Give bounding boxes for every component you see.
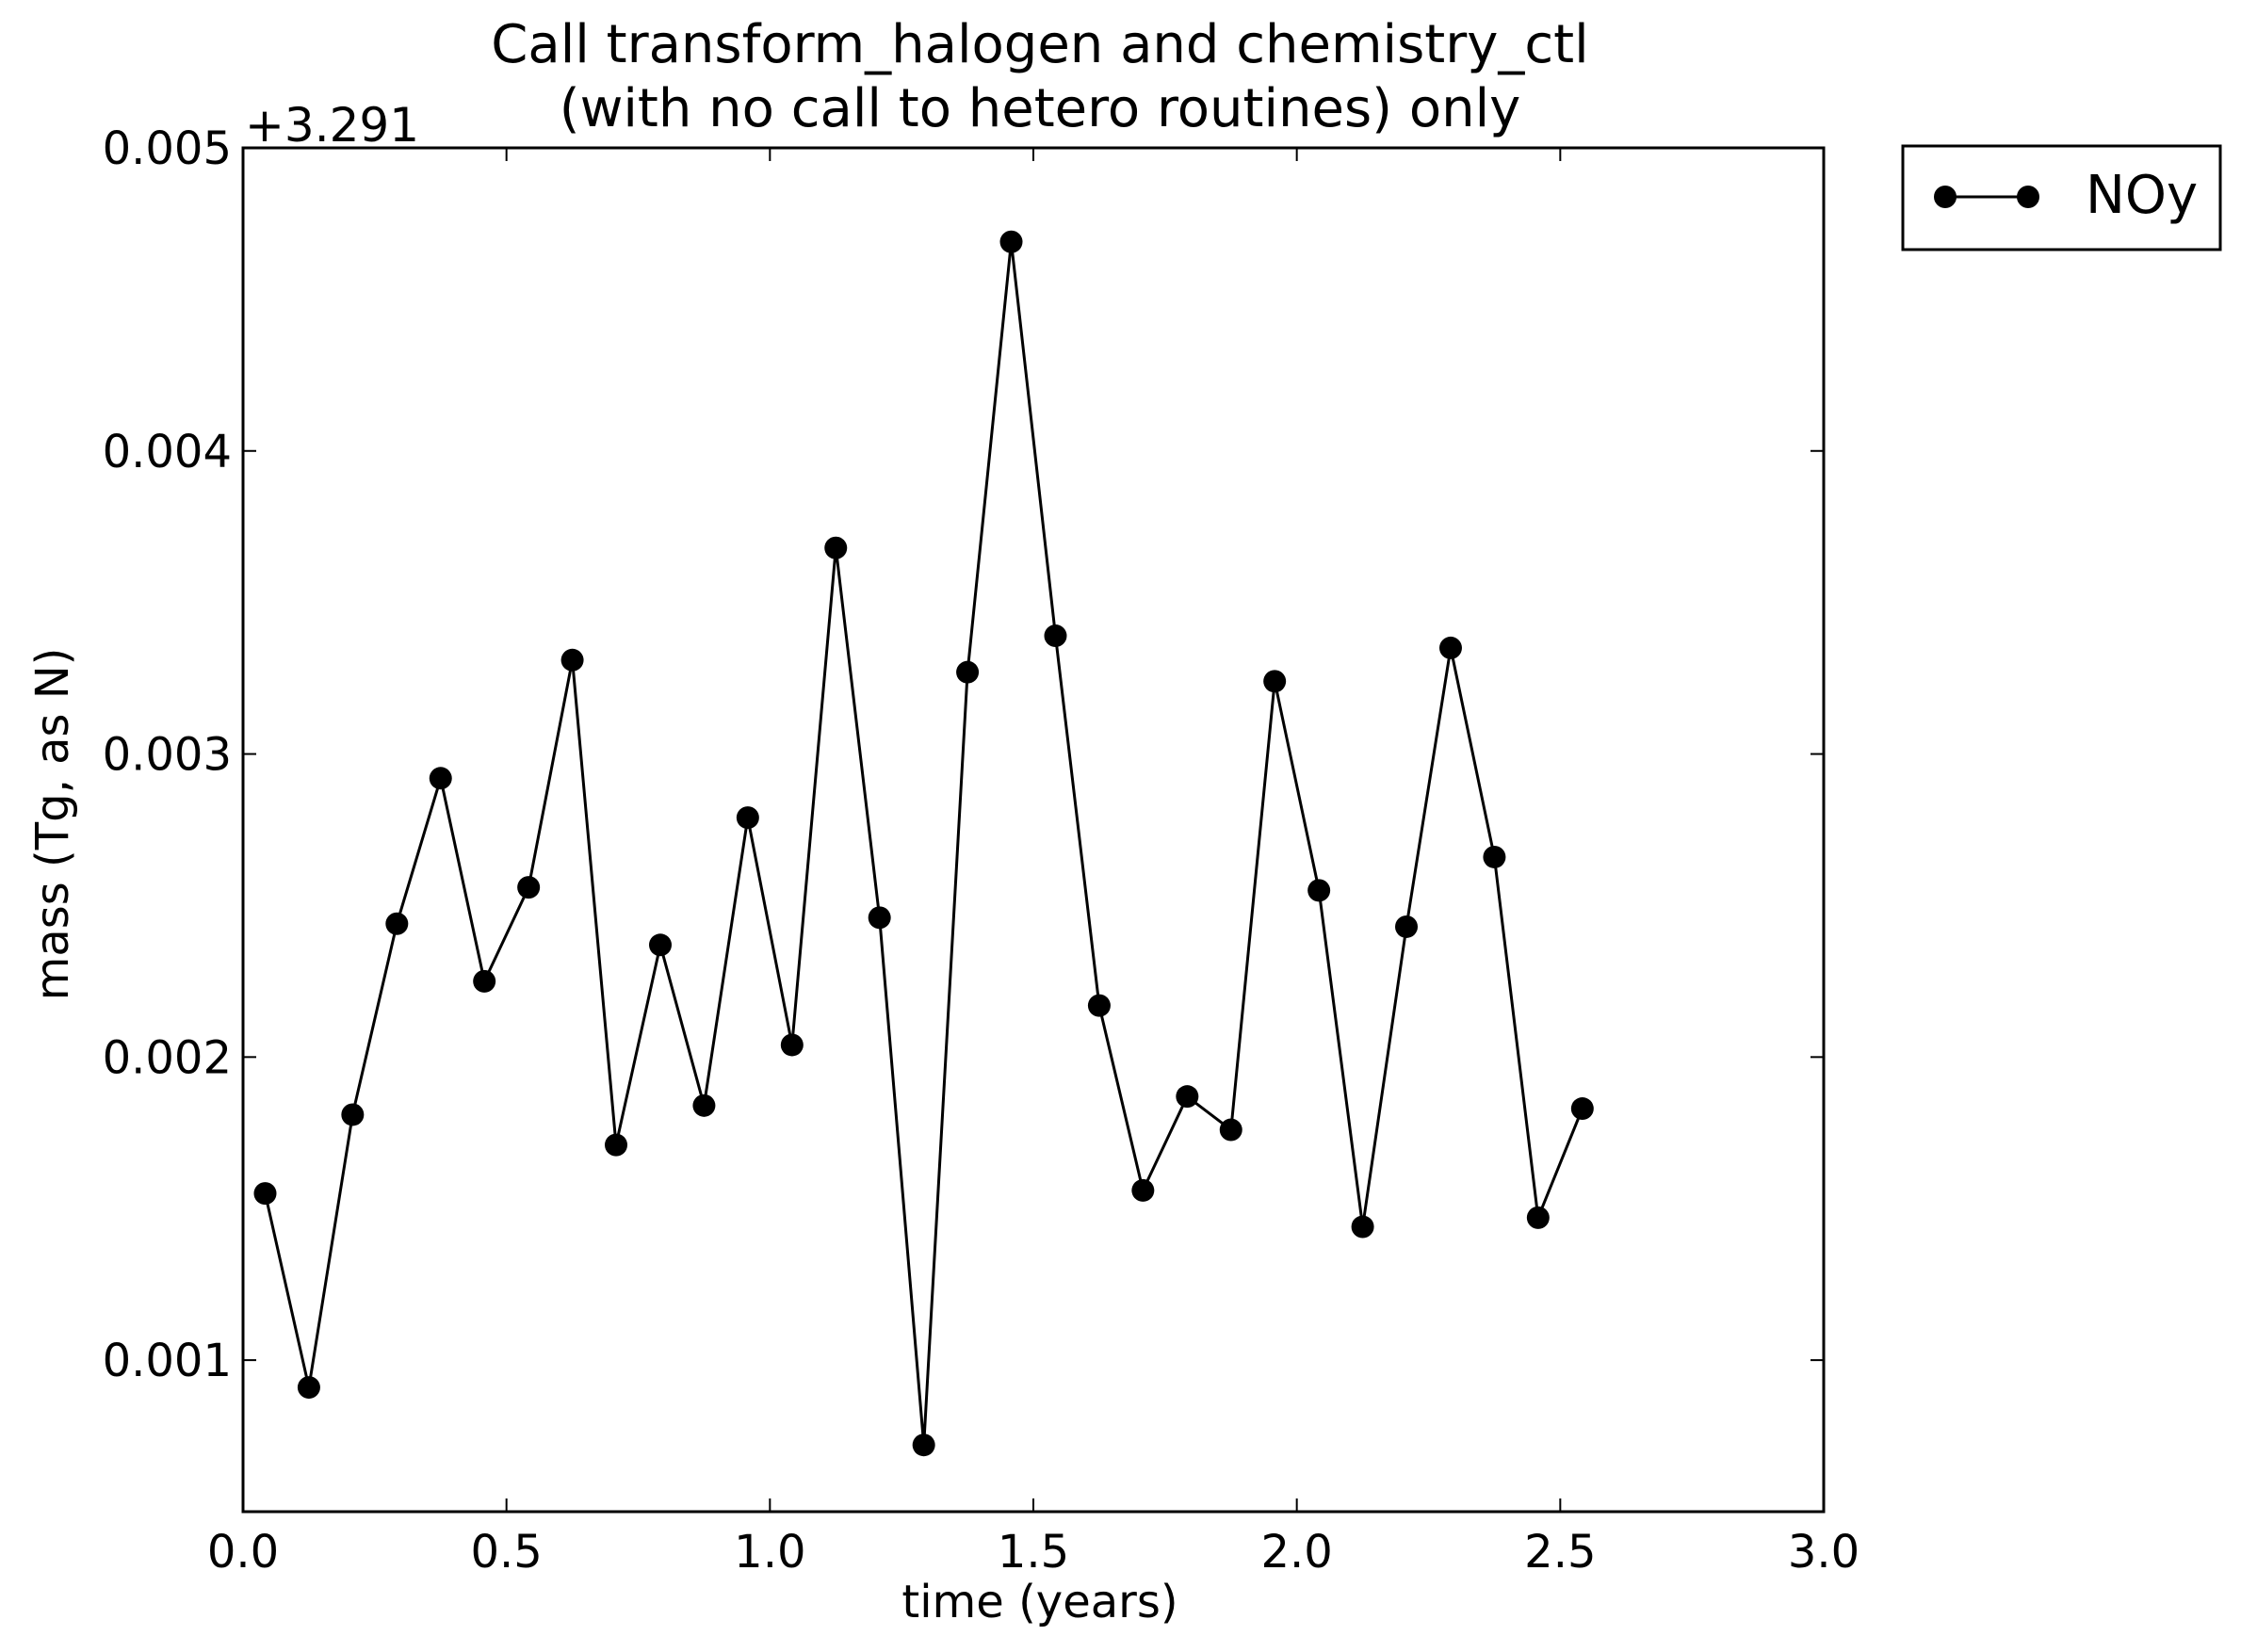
x-tick-label: 1.0 — [734, 1526, 805, 1579]
x-tick-label: 2.5 — [1524, 1526, 1596, 1579]
chart-title-line1: Call transform_halogen and chemistry_ctl — [491, 14, 1588, 75]
x-tick-label: 2.0 — [1260, 1526, 1332, 1579]
data-point — [605, 1133, 628, 1157]
data-point — [341, 1103, 365, 1126]
y-tick-label: 0.004 — [103, 426, 232, 478]
axes — [241, 146, 1826, 1514]
y-tick-label: 0.002 — [103, 1031, 232, 1084]
x-tick-label: 3.0 — [1788, 1526, 1859, 1579]
data-point — [999, 230, 1023, 253]
series-line — [264, 241, 1584, 1446]
legend-marker — [1934, 186, 1957, 208]
data-point — [253, 1182, 277, 1206]
data-point — [1131, 1178, 1155, 1202]
data-point — [736, 806, 759, 830]
data-point — [1176, 1085, 1199, 1109]
legend-marker — [2017, 186, 2039, 208]
data-point — [1307, 879, 1331, 902]
data-point — [912, 1433, 935, 1457]
data-point — [1219, 1118, 1242, 1142]
chart-title-line2: (with no call to hetero routines) only — [560, 78, 1521, 139]
data-point — [1351, 1215, 1374, 1239]
data-point — [385, 912, 409, 935]
data-point — [648, 933, 672, 957]
data-point — [429, 767, 452, 790]
y-offset-label: +3.291 — [245, 98, 419, 153]
x-tick-label: 0.0 — [207, 1526, 279, 1579]
data-point — [692, 1093, 716, 1117]
data-point — [1570, 1097, 1594, 1121]
legend: NOy — [1901, 144, 2222, 251]
data-point — [1087, 994, 1111, 1017]
data-point — [1044, 624, 1067, 648]
data-point — [780, 1033, 804, 1057]
data-point — [868, 906, 891, 930]
data-point — [560, 648, 584, 672]
data-point — [517, 876, 541, 899]
data-point — [1526, 1206, 1550, 1229]
ticks: 0.0 0.5 1.0 1.5 2.0 2.5 3.0 0.001 0.002 0.003 0.00… — [103, 122, 1860, 1579]
series-NOy — [253, 230, 1594, 1457]
data-point — [1263, 670, 1287, 693]
plot-frame — [241, 146, 1826, 1514]
data-point — [824, 536, 848, 559]
data-point — [1395, 915, 1419, 938]
data-point — [473, 969, 496, 993]
y-axis-label: mass (Tg, as N) — [26, 648, 79, 1001]
x-axis-label: time (years) — [901, 1576, 1177, 1628]
legend-label-NOy: NOy — [2086, 165, 2198, 226]
y-tick-label: 0.001 — [103, 1335, 232, 1387]
x-tick-label: 1.5 — [998, 1526, 1069, 1579]
data-point — [1483, 845, 1506, 868]
y-tick-label: 0.003 — [103, 729, 232, 782]
data-point — [956, 660, 980, 684]
y-tick-label: 0.005 — [103, 122, 232, 175]
data-point — [297, 1376, 320, 1400]
data-point — [1438, 636, 1462, 659]
x-tick-label: 0.5 — [470, 1526, 542, 1579]
